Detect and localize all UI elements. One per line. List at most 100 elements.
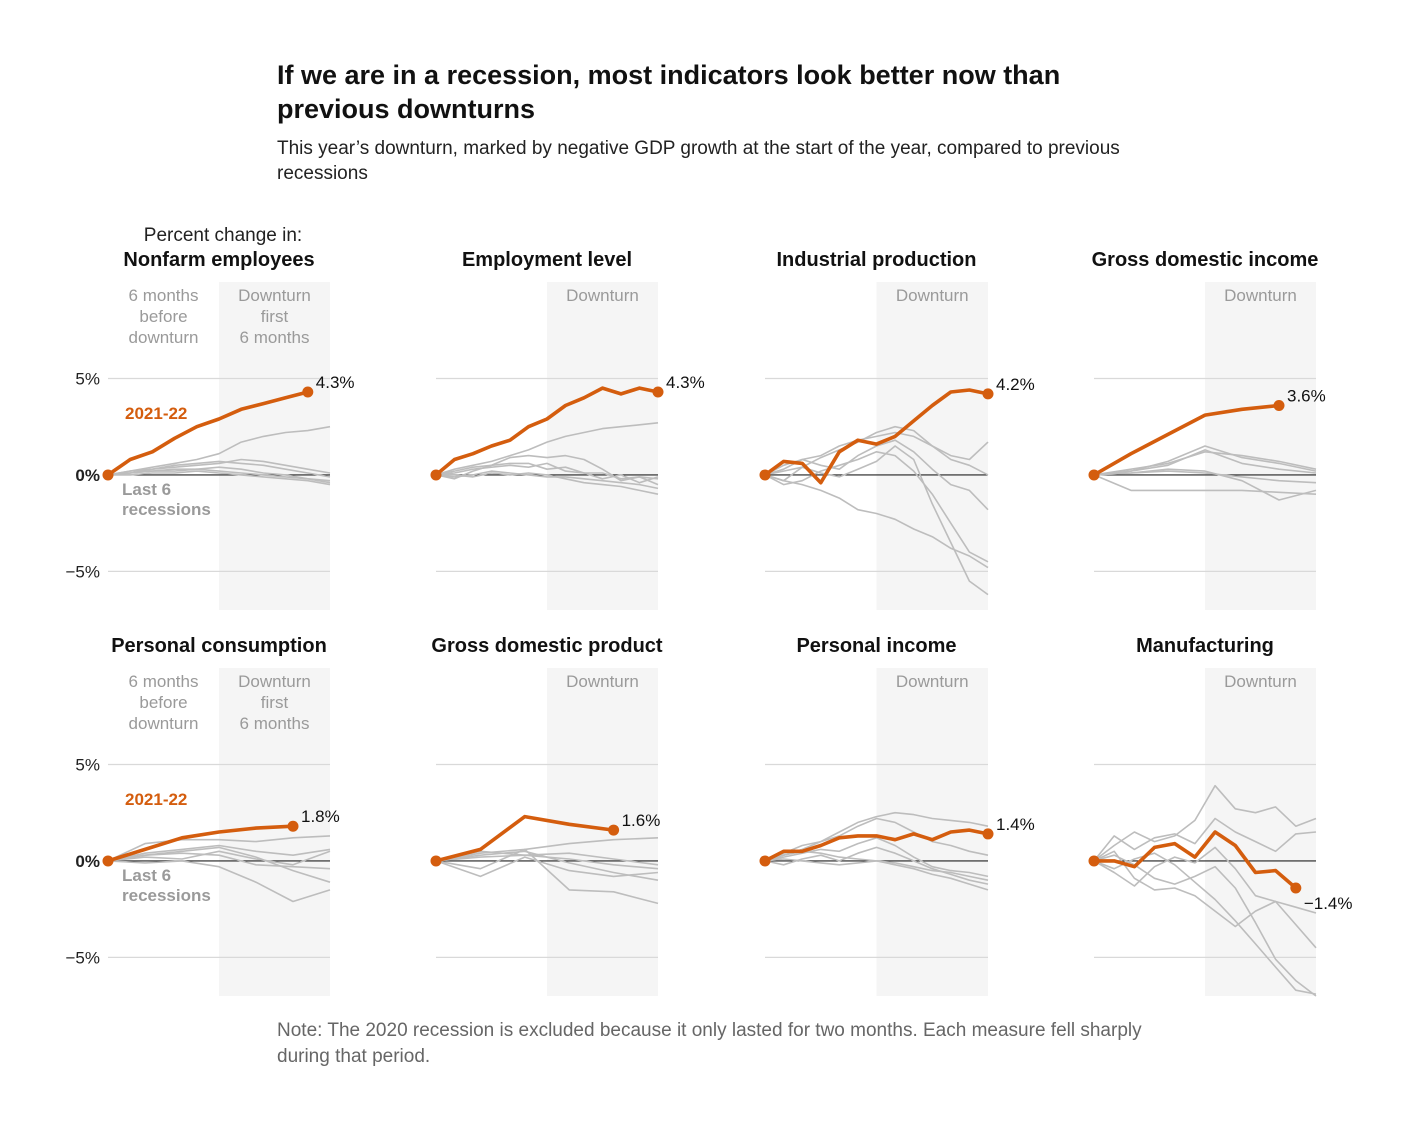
start-point <box>102 855 114 867</box>
before-annotation: before <box>139 307 187 326</box>
downturn-shade <box>1205 282 1316 610</box>
downturn-shade <box>219 668 330 996</box>
past-recession-line <box>435 856 659 878</box>
before-annotation: downturn <box>129 714 199 733</box>
downturn-annotation: first <box>261 307 289 326</box>
current-series-label: 2021-22 <box>125 404 187 423</box>
past-recession-line <box>435 470 659 490</box>
downturn-annotation: Downturn <box>238 286 311 305</box>
y-tick-label: 0% <box>75 852 100 871</box>
downturn-annotation: Downturn <box>1224 286 1297 305</box>
past-series-label: recessions <box>122 886 211 905</box>
panel-nonfarm-employees: Nonfarm employees 5% 0% −5% 6 months before do… <box>66 249 355 610</box>
panel-title: Gross domestic product <box>431 635 662 657</box>
downturn-annotation: first <box>261 693 289 712</box>
end-point <box>982 388 994 400</box>
start-point <box>1088 855 1100 867</box>
past-recession-line <box>1093 474 1317 495</box>
past-series-label: Last 6 <box>122 866 171 885</box>
panel-title: Personal income <box>796 635 956 657</box>
before-annotation: 6 months <box>129 286 199 305</box>
downturn-annotation: Downturn <box>1224 672 1297 691</box>
past-recession-line <box>764 450 989 563</box>
past-recession-line <box>764 445 989 596</box>
past-recession-line <box>1093 449 1317 476</box>
before-annotation: 6 months <box>129 672 199 691</box>
downturn-shade <box>547 282 658 610</box>
end-value-label: −1.4% <box>1304 894 1353 913</box>
past-recession-line <box>435 462 659 486</box>
panel-personal-consumption: Personal consumption 5% 0% −5% 6 months befor… <box>66 635 340 996</box>
downturn-annotation: 6 months <box>240 714 310 733</box>
past-recession-line <box>1093 852 1317 995</box>
current-line <box>763 388 989 485</box>
past-recession-line <box>1093 854 1317 997</box>
past-recession-line <box>107 846 331 883</box>
end-point <box>1290 882 1302 894</box>
past-recession-line <box>107 425 331 476</box>
panel-gross-domestic-product: Gross domestic product Downturn 1.6% <box>430 635 663 996</box>
past-recession-line <box>108 470 331 486</box>
downturn-annotation: Downturn <box>896 672 969 691</box>
y-tick-label: −5% <box>66 948 101 967</box>
end-point <box>652 386 664 398</box>
end-value-label: 3.6% <box>1287 386 1326 405</box>
panel-employment-level: Employment level Downturn 4.3% <box>430 249 705 610</box>
downturn-shade <box>1205 668 1316 996</box>
end-point <box>302 386 314 398</box>
current-line <box>1094 830 1297 890</box>
past-recession-line <box>435 454 659 482</box>
end-point <box>982 828 994 840</box>
past-recession-line <box>435 462 659 484</box>
past-recession-line <box>764 817 989 862</box>
panel-title: Employment level <box>462 249 632 271</box>
past-recession-line <box>764 474 989 569</box>
percent-change-label: Percent change in: <box>144 225 302 246</box>
past-recession-line <box>764 846 989 885</box>
past-recession-line <box>107 844 331 862</box>
panel-manufacturing: Manufacturing Downturn −1.4% <box>1088 635 1353 997</box>
panel-title: Manufacturing <box>1136 635 1274 657</box>
y-tick-label: 5% <box>75 369 100 388</box>
start-point <box>102 469 114 481</box>
downturn-shade <box>219 282 330 610</box>
end-value-label: 1.4% <box>996 815 1035 834</box>
past-recession-line <box>435 854 659 870</box>
end-value-label: 4.3% <box>666 373 705 392</box>
current-line <box>1093 403 1280 477</box>
panel-personal-income: Personal income Downturn 1.4% <box>759 635 1035 996</box>
y-tick-label: −5% <box>66 562 101 581</box>
past-recession-line <box>107 460 331 478</box>
downturn-shade <box>876 668 988 996</box>
panel-title: Industrial production <box>777 249 977 271</box>
past-recession-line <box>1093 850 1317 949</box>
chart-subtitle: This year’s downturn, marked by negative… <box>277 138 1120 184</box>
end-value-label: 4.2% <box>996 375 1035 394</box>
panel-industrial-production: Industrial production Downturn 4.2% <box>759 249 1035 610</box>
past-recession-line <box>764 811 989 862</box>
start-point <box>430 855 442 867</box>
past-recession-line <box>764 439 989 511</box>
past-recession-line <box>1093 784 1317 862</box>
panel-title: Personal consumption <box>111 635 327 657</box>
past-recession-line <box>435 848 659 905</box>
downturn-annotation: Downturn <box>566 286 639 305</box>
start-point <box>759 855 771 867</box>
y-tick-label: 5% <box>75 755 100 774</box>
current-line <box>106 390 309 477</box>
before-annotation: before <box>139 693 187 712</box>
chart-title: If we are in a recession, most indicator… <box>277 60 1061 124</box>
panel-gross-domestic-income: Gross domestic income Downturn 3.6% <box>1088 249 1326 610</box>
past-recession-line <box>435 837 659 862</box>
downturn-annotation: Downturn <box>238 672 311 691</box>
current-series-label: 2021-22 <box>125 790 187 809</box>
past-series-label: recessions <box>122 500 211 519</box>
past-recession-line <box>435 422 659 476</box>
y-tick-label: 0% <box>75 466 100 485</box>
current-line <box>434 386 659 477</box>
footnote: Note: The 2020 recession is excluded bec… <box>277 1020 1142 1067</box>
current-line <box>764 828 989 863</box>
start-point <box>759 469 771 481</box>
past-recession-line <box>1093 470 1317 484</box>
